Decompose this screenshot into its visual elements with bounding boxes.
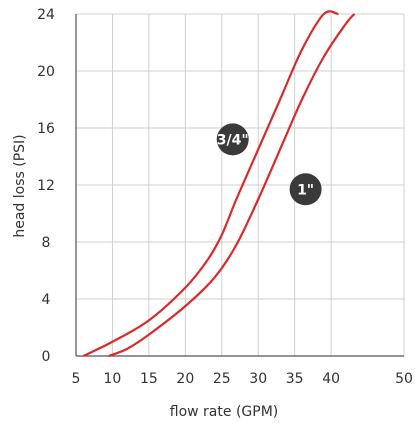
x-axis-label: flow rate (GPM) xyxy=(170,404,278,420)
x-axis-ticks: 5 10 15 20 25 30 35 40 50 xyxy=(72,371,413,387)
y-axis-ticks: 0 4 8 12 16 20 24 xyxy=(37,7,55,365)
y-tick-label: 16 xyxy=(37,121,55,137)
badge-label: 3/4" xyxy=(217,132,249,148)
x-tick-label: 5 xyxy=(72,371,81,387)
x-tick-label: 35 xyxy=(286,371,304,387)
y-tick-label: 0 xyxy=(42,349,51,365)
y-tick-label: 20 xyxy=(37,64,55,80)
y-tick-label: 24 xyxy=(37,7,55,23)
y-tick-label: 4 xyxy=(42,292,51,308)
series-line-1 xyxy=(108,13,356,358)
series-line-0 xyxy=(82,10,339,357)
series-badge-1: 1" xyxy=(289,173,322,206)
badge-circle xyxy=(289,173,322,206)
series-badge-0: 3/4" xyxy=(216,123,249,156)
y-tick-label: 12 xyxy=(37,178,55,194)
series-badges: 3/4" 1" xyxy=(216,123,322,206)
x-tick-label: 10 xyxy=(104,371,122,387)
badge-label: 1" xyxy=(297,182,314,198)
x-tick-label: 20 xyxy=(176,371,194,387)
y-tick-label: 8 xyxy=(42,235,51,251)
x-tick-label: 30 xyxy=(249,371,267,387)
x-tick-label: 15 xyxy=(140,371,158,387)
x-tick-label: 25 xyxy=(213,371,231,387)
y-axis-label: head loss (PSI) xyxy=(12,134,28,237)
x-tick-label: 40 xyxy=(322,371,340,387)
grid-lines xyxy=(75,13,405,357)
series-lines xyxy=(82,10,356,358)
badge-circle xyxy=(216,123,249,156)
x-tick-label: 50 xyxy=(395,371,413,387)
